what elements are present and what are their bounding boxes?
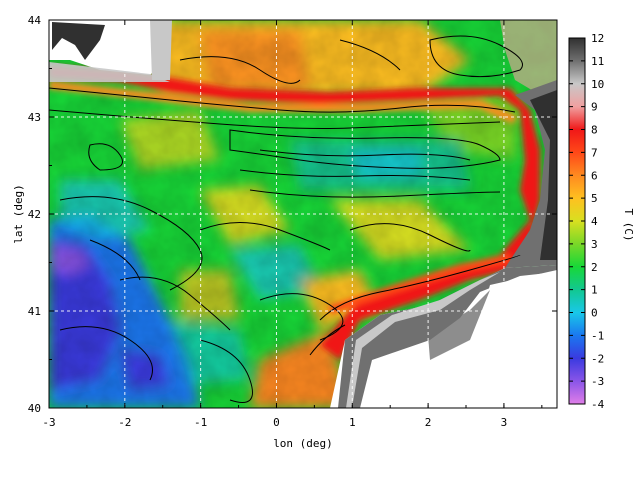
colorbar-tick-label: 7 <box>591 146 598 159</box>
colorbar-tick-label: 3 <box>591 238 598 251</box>
colorbar-tick-label: 6 <box>591 169 598 182</box>
colorbar-tick-label: 4 <box>591 215 598 228</box>
colorbar-tick-label: 1 <box>591 284 598 297</box>
colorbar-tick-label: -3 <box>591 375 604 388</box>
colorbar-label: T (C) <box>622 208 635 241</box>
colorbar-tick-label: 10 <box>591 78 604 91</box>
colorbar-tick-label: 9 <box>591 101 598 114</box>
colorbar-tick-label: 0 <box>591 307 598 320</box>
y-axis: 40 41 42 43 44 <box>28 14 557 415</box>
y-tick-label: 43 <box>28 111 41 124</box>
y-tick-label: 44 <box>28 14 42 27</box>
x-tick-label: -3 <box>42 416 55 429</box>
y-axis-label: lat (deg) <box>12 184 25 244</box>
x-axis-label: lon (deg) <box>273 437 333 450</box>
x-tick-label: -1 <box>194 416 207 429</box>
x-tick-label: 3 <box>501 416 508 429</box>
coastal-warm-band <box>49 66 540 360</box>
land-mask <box>49 20 557 408</box>
map-plot-area <box>49 20 557 408</box>
y-tick-label: 40 <box>28 402 41 415</box>
x-tick-label: 0 <box>273 416 280 429</box>
colorbar-tick-label: 8 <box>591 124 598 137</box>
colorbar-tick-label: -4 <box>591 398 605 411</box>
x-tick-label: 1 <box>349 416 356 429</box>
x-tick-label: 2 <box>425 416 432 429</box>
x-axis: -3 -2 -1 0 1 2 3 <box>42 20 543 429</box>
colorbar-tick-label: -2 <box>591 352 604 365</box>
colorbar-tick-label: 11 <box>591 55 604 68</box>
colorbar-tick-label: 5 <box>591 192 598 205</box>
colorbar-tick-label: -1 <box>591 329 604 342</box>
y-tick-label: 42 <box>28 208 41 221</box>
colorbar-tick-label: 2 <box>591 261 598 274</box>
colorbar-tick-label: 12 <box>591 32 604 45</box>
grid-lines <box>49 20 557 408</box>
y-tick-label: 41 <box>28 305 41 318</box>
x-tick-label: -2 <box>118 416 131 429</box>
